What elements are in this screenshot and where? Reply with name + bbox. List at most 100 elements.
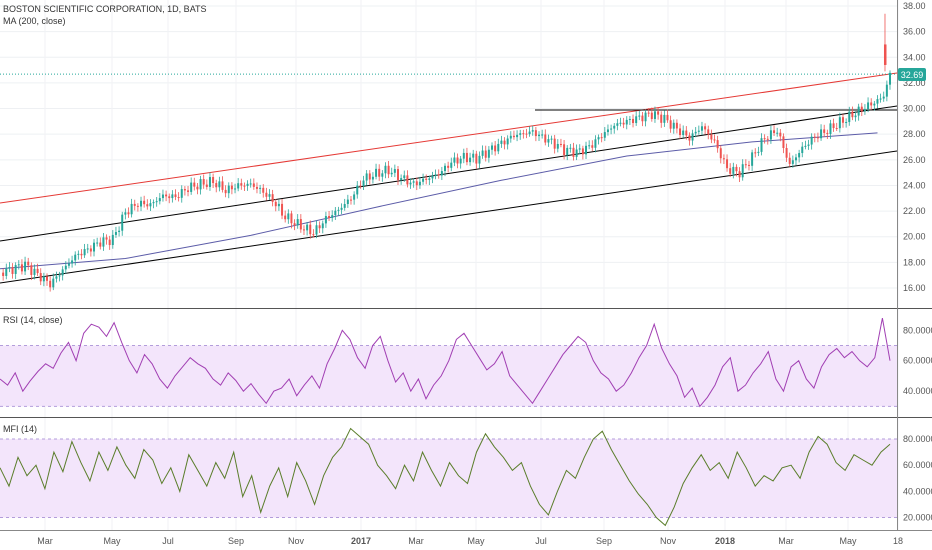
candle-body [879,98,882,100]
candle-body [196,186,199,190]
candle-body [143,200,146,205]
candle-body [791,160,794,164]
candle-body [93,242,96,252]
candle-body [362,180,365,187]
candle-body [149,203,152,207]
candle-body [848,111,851,123]
candle-body [613,125,616,129]
candle-body [86,248,89,250]
candle-body [434,174,437,176]
candle-body [841,117,844,123]
candle-body [437,174,440,176]
candle-body [556,143,559,149]
candle-body [306,224,309,231]
candle-body [281,203,284,216]
candle-body [716,140,719,149]
mfi-band [0,439,897,518]
candle-body [522,133,525,135]
candle-body [469,157,472,163]
candle-body [444,165,446,172]
candle-body [27,261,30,266]
candle-body [453,157,456,163]
candle-body [585,145,588,155]
candle-body [425,178,428,180]
candle-body [851,111,854,118]
rsi-layer [0,318,891,408]
price-tick-label: 28.00 [903,129,926,139]
candle-body [249,183,252,185]
candle-body [378,168,381,177]
candle-body [757,151,760,153]
candle-body [459,158,462,164]
candle-body [42,276,45,282]
candle-body [729,168,732,174]
candle-body [67,263,70,266]
candle-body [719,148,722,159]
candle-body [296,219,299,226]
candle-body [456,157,459,164]
candle-body [713,139,716,141]
price-tick-label: 22.00 [903,206,926,216]
mfi-tick-label: 20.0000 [903,513,932,523]
candle-body [509,135,512,139]
candle-body [24,261,27,272]
candle-body [71,260,74,264]
candle-body [227,185,230,194]
candle-body [889,72,891,85]
candle-body [741,164,744,178]
time-tick-label: Mar [408,536,424,546]
candle-body [174,194,177,198]
candle-body [312,234,315,236]
mfi-label: MFI (14) [3,424,37,434]
candle-body [46,276,49,281]
candle-body [538,134,541,137]
candle-body [663,114,666,123]
candle-body [697,130,700,132]
chart-title: BOSTON SCIENTIFIC CORPORATION, 1D, BATS [3,4,207,14]
candle-body [371,176,374,180]
candle-body [491,145,494,150]
candle-body [500,140,503,144]
rsi-tick-label: 60.0000 [903,356,932,366]
candle-body [39,273,42,282]
candle-body [165,194,168,197]
candle-body [704,126,707,130]
candle-body [412,181,415,183]
candle-body [867,102,870,110]
candle-body [779,132,782,137]
candle-body [685,130,688,136]
candle-body [400,178,403,180]
candle-body [183,189,186,191]
candle-body [133,203,136,206]
candle-body [302,229,305,231]
candle-body [845,122,848,124]
mfi-layer [0,427,891,527]
candle-body [682,130,685,136]
candle-body [650,112,653,119]
candle-body [240,183,243,186]
candle-body [96,242,99,244]
candle-body [512,135,515,138]
candle-body [309,224,312,235]
rsi-tick-label: 40.0000 [903,386,932,396]
time-tick-label: Sep [596,536,612,546]
candle-body [472,153,475,158]
candle-body [396,169,399,180]
candle-body [17,264,20,266]
mfi-tick-label: 40.0000 [903,486,932,496]
time-tick-label: Mar [37,536,53,546]
candle-body [578,148,581,150]
candle-body [478,155,481,164]
time-tick-label: 2018 [715,536,735,546]
candle-body [77,253,80,255]
candle-body [290,213,293,224]
candle-body [610,128,613,130]
rsi-label: RSI (14, close) [3,315,63,325]
candle-body [205,184,208,187]
candle-body [804,145,807,147]
candle-body [707,129,710,135]
candle-body [99,242,102,247]
price-tick-label: 38.00 [903,1,926,11]
candle-body [111,234,114,246]
